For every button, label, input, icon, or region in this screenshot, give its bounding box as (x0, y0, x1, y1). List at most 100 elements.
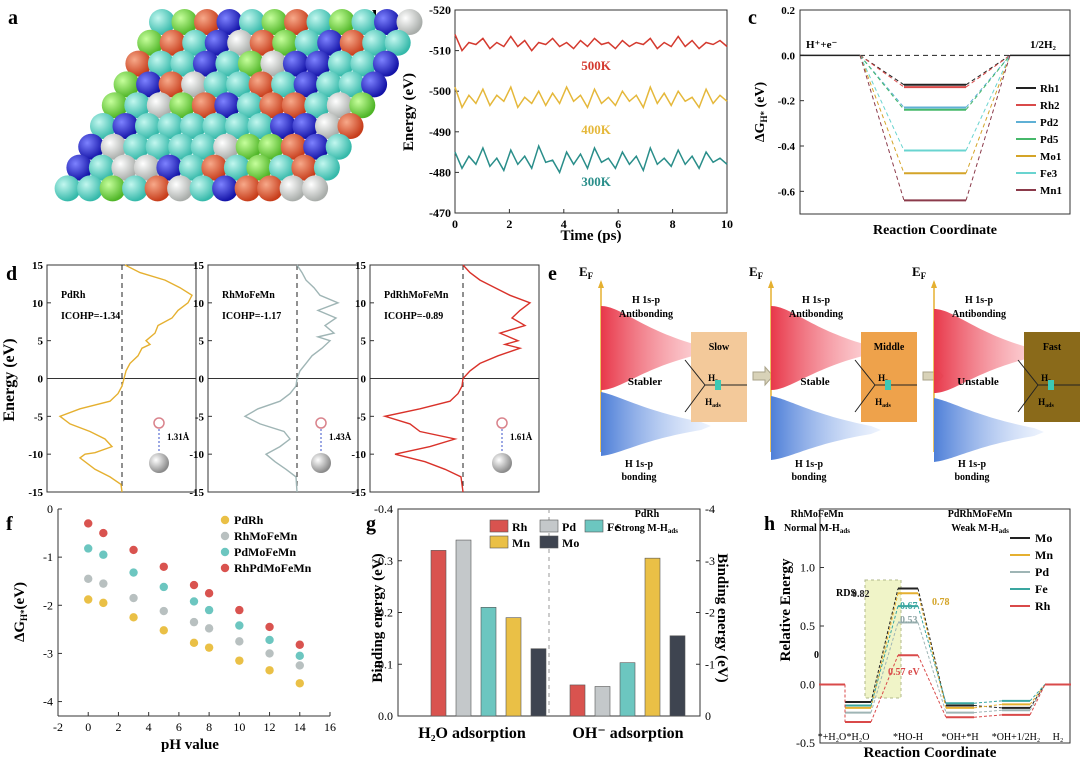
transition-connector-Mo (973, 705, 1003, 709)
data-point-PdMoFeMn (189, 597, 199, 606)
panel-a-atomic-model (54, 9, 423, 202)
series-line-400K (454, 85, 728, 110)
atom-sphere (226, 71, 253, 98)
legend-label-Fe: Fe (1035, 582, 1048, 596)
data-point-RhMoFeMn (235, 637, 244, 646)
atom-sphere (145, 133, 172, 160)
legend-label-Mn: Mn (512, 536, 530, 550)
data-point-PdMoFeMn (159, 582, 168, 592)
tick-label: -5 (357, 411, 367, 423)
transition-connector-Fe (917, 605, 947, 704)
atom-sphere (306, 9, 333, 35)
dashed-connector (965, 55, 1011, 174)
data-point-PdRh (235, 656, 244, 665)
bonding-label: bonding (954, 472, 989, 483)
panel-c-hydrogen-free-energy-chart: 0.2 0.0 -0.2 -0.4 -0.6 Rh1 Rh2 Pd2 Pd5 Mo1 Fe3 Mn1… (753, 5, 1071, 238)
bar-Mn-h2o (505, 617, 522, 717)
transition-connector-Fe (973, 700, 1003, 704)
cohp-curve-PdRhMoFeMn (382, 264, 532, 493)
bar-Pd-h2o (455, 539, 472, 717)
tick-label: 0.5 (800, 619, 815, 633)
dashed-connector (965, 54, 1011, 86)
tick-label: 5 (361, 336, 367, 348)
atom-sphere (202, 113, 229, 139)
panel-b-md-energy-chart: 0 2 4 6 8 10 -470 -480 -490 -500 -510 -520 500K 400K… (401, 3, 733, 244)
legend-swatch-Pd (539, 519, 559, 533)
hydrogen-atom-sphere (496, 417, 508, 429)
data-point-PdRh (159, 626, 168, 635)
atom-sphere (362, 29, 389, 56)
panel-h-ylabel: Relative Energy (778, 558, 794, 661)
tick-label: -0.2 (778, 96, 796, 108)
kinetics-speed-label: Slow (709, 342, 730, 353)
transition-arrow-icon (1048, 380, 1054, 390)
atom-sphere (192, 50, 219, 77)
data-point-RhPdMoFeMn (204, 589, 214, 598)
bonding-label: H 1s-p (625, 459, 654, 470)
legend-label-Mn: Mn (1035, 548, 1053, 562)
bonding-label: bonding (791, 472, 826, 483)
atom-sphere (203, 71, 230, 98)
legend-swatch-Fe (584, 519, 604, 533)
legend-label-Pd: Pd (1035, 565, 1049, 579)
atom-sphere (259, 92, 286, 119)
atom-sphere (54, 175, 81, 202)
tick-label: 2 (115, 720, 121, 734)
tick-label: 0.0 (378, 709, 393, 723)
bar-Mo-h2o (530, 648, 547, 717)
rh-barrier-label: 0.57 eV (888, 667, 920, 678)
legend-label-PdRh: PdRh (234, 513, 264, 527)
dashed-connector (965, 55, 1011, 151)
data-point-RhMoFeMn (159, 606, 168, 616)
dashed-connector (859, 54, 905, 88)
tick-label: -2 (53, 720, 63, 734)
panel-d-ylabel: Energy (eV) (1, 338, 18, 421)
data-point-RhMoFeMn (295, 661, 304, 670)
atom-sphere (260, 50, 287, 77)
atom-sphere (350, 50, 377, 77)
bar-Fe-oh (619, 662, 636, 717)
barrier-value-label-Pd: 0.53 (900, 615, 918, 626)
data-point-RhMoFeMn (189, 617, 199, 627)
panel-c-xlabel: Reaction Coordinate (873, 223, 997, 238)
tick-label: 8 (670, 217, 676, 231)
bar-Rh-oh (569, 684, 586, 717)
atom-sphere (123, 133, 150, 160)
atom-sphere (239, 9, 265, 35)
data-point-PdMoFeMn (204, 605, 214, 615)
transition-connector-Rh (917, 655, 947, 718)
atom-sphere (268, 154, 295, 181)
kinetics-line (1017, 384, 1039, 413)
atom-sphere (258, 133, 285, 160)
atom-sphere (156, 154, 183, 181)
atom-sphere (144, 175, 171, 202)
subplot-title-PdRhMoFeMn: PdRhMoFeMn (384, 290, 449, 301)
bar-Pd-oh (594, 686, 611, 717)
panel-g-ylabel-left: Binding energy (eV) (370, 553, 386, 682)
atom-sphere (291, 154, 318, 181)
panel-letter-d: d (6, 263, 17, 285)
transition-connector-Pd (1029, 684, 1046, 711)
atom-sphere (302, 175, 329, 202)
panel-h-xlabel: Reaction Coordinate (864, 745, 997, 761)
tick-label: -500 (429, 84, 451, 98)
antibonding-label: Antibonding (789, 309, 843, 320)
barrier-value-label-Mn: 0.78 (932, 597, 950, 608)
axis-arrow-icon (768, 280, 774, 288)
dashed-connector (965, 55, 1011, 111)
tick-label: 0 (452, 217, 458, 231)
tick-label: -0.1 (374, 657, 393, 671)
tick-label: 4 (561, 217, 567, 231)
legend-label-Fe: Fe (607, 520, 620, 534)
kinetics-box (1024, 332, 1080, 422)
tick-label: 4 (146, 720, 152, 734)
atom-sphere (136, 71, 163, 98)
atom-sphere (213, 133, 240, 160)
data-point-PdRh (295, 679, 304, 688)
tick-label: -490 (429, 125, 451, 139)
panel-g-ylabel-right: Binding energy (eV) (714, 553, 730, 682)
material-name: RhMoFeMn (791, 509, 844, 520)
tick-label: -10 (351, 449, 366, 461)
atom-sphere (271, 71, 298, 98)
atom-sphere (100, 133, 127, 160)
